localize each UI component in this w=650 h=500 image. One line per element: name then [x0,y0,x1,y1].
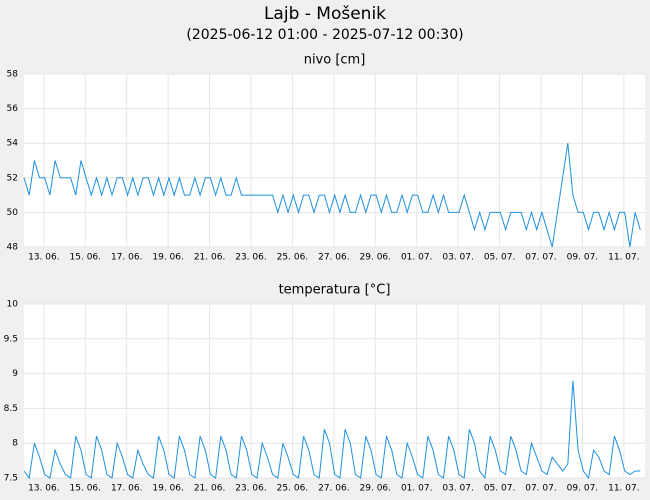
x-tick-label: 07. 07. [525,484,557,494]
x-tick-label: 07. 07. [525,253,557,263]
x-tick-label: 29. 06. [360,253,392,263]
x-tick-label: 03. 07. [442,253,474,263]
y-tick-label: 54 [7,139,19,149]
x-tick-label: 17. 06. [111,253,143,263]
x-tick-label: 25. 06. [277,484,309,494]
y-tick-label: 10 [7,300,19,310]
chart-title: temperatura [°C] [279,283,391,298]
y-tick-label: 50 [7,208,19,218]
x-tick-label: 11. 07. [608,253,640,263]
x-tick-label: 01. 07. [401,253,433,263]
y-tick-label: 8.5 [4,404,18,414]
y-tick-label: 9 [12,369,18,379]
x-tick-label: 21. 06. [194,253,226,263]
x-tick-label: 27. 06. [318,484,350,494]
plot-area [24,74,645,247]
x-tick-label: 21. 06. [194,484,226,494]
x-tick-label: 09. 07. [567,253,599,263]
x-tick-label: 23. 06. [235,484,267,494]
page-subtitle: (2025-06-12 01:00 - 2025-07-12 00:30) [186,27,463,43]
x-tick-label: 23. 06. [235,253,267,263]
x-tick-label: 05. 07. [484,253,516,263]
x-tick-label: 25. 06. [277,253,309,263]
data-line [23,380,641,480]
y-tick-label: 8 [12,439,18,449]
data-line [23,143,641,248]
x-tick-label: 29. 06. [360,484,392,494]
x-tick-label: 19. 06. [152,484,184,494]
x-tick-label: 17. 06. [111,484,143,494]
y-tick-label: 48 [7,243,19,253]
x-tick-label: 03. 07. [442,484,474,494]
x-tick-label: 15. 06. [70,253,102,263]
y-tick-label: 52 [7,173,18,183]
page-title: Lajb - Mošenik [264,4,386,24]
x-tick-label: 09. 07. [567,484,599,494]
x-tick-label: 19. 06. [152,253,184,263]
y-tick-label: 58 [7,70,19,80]
x-tick-label: 15. 06. [70,484,102,494]
chart-title: nivo [cm] [304,53,366,68]
x-tick-label: 13. 06. [28,484,60,494]
x-tick-label: 27. 06. [318,253,350,263]
x-tick-label: 01. 07. [401,484,433,494]
plot-area [24,304,645,478]
x-tick-label: 11. 07. [608,484,640,494]
y-tick-label: 56 [7,104,19,114]
y-tick-label: 7.5 [4,474,18,484]
y-tick-label: 9.5 [4,334,18,344]
x-tick-label: 05. 07. [484,484,516,494]
x-tick-label: 13. 06. [28,253,60,263]
